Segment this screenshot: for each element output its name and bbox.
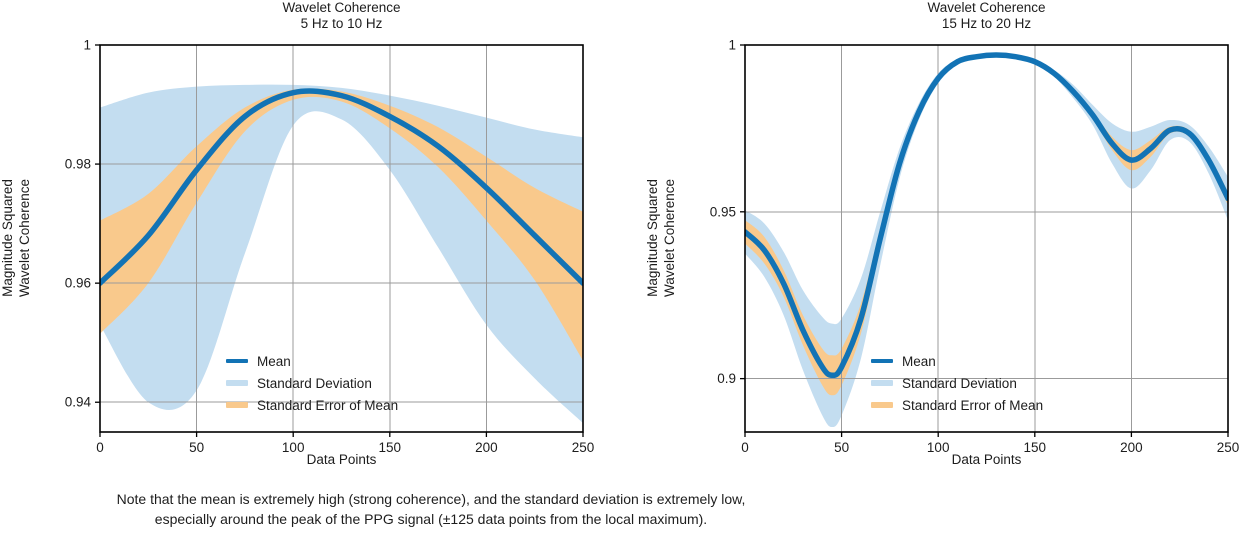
- legend: Mean Standard Deviation Standard Error o…: [871, 350, 1043, 416]
- figure-caption-line1: Note that the mean is extremely high (st…: [116, 491, 746, 507]
- axis-ticks: 0 50 100 150 200 250 0.94 0.96 0.98 1: [65, 38, 595, 456]
- std-error-swatch-icon: [871, 402, 893, 408]
- mean-line-swatch-icon: [871, 359, 893, 363]
- svg-text:0.98: 0.98: [65, 157, 91, 172]
- chart-title-line2: 5 Hz to 10 Hz: [300, 16, 383, 31]
- plot-area: 0 50 100 150 200 250 0.9 0.95 1: [710, 38, 1240, 456]
- legend-label-standard-error: Standard Error of Mean: [902, 397, 1044, 413]
- legend-item-mean: Mean: [226, 350, 398, 372]
- std-deviation-swatch-icon: [226, 380, 248, 386]
- legend-label-mean: Mean: [257, 353, 291, 369]
- svg-text:250: 250: [572, 440, 595, 455]
- std-error-swatch-icon: [226, 402, 248, 408]
- svg-text:200: 200: [1120, 440, 1143, 455]
- chart-title-line2: 15 Hz to 20 Hz: [941, 16, 1032, 31]
- svg-text:50: 50: [189, 440, 204, 455]
- legend-label-standard-deviation: Standard Deviation: [902, 375, 1017, 391]
- svg-text:0.96: 0.96: [65, 276, 91, 291]
- legend-label-mean: Mean: [902, 353, 936, 369]
- legend-item-mean: Mean: [871, 350, 1043, 372]
- std-deviation-swatch-icon: [871, 380, 893, 386]
- svg-text:150: 150: [379, 440, 402, 455]
- legend-label-standard-error: Standard Error of Mean: [257, 397, 399, 413]
- svg-text:0: 0: [741, 440, 749, 455]
- legend: Mean Standard Deviation Standard Error o…: [226, 350, 398, 416]
- x-axis-label: Data Points: [951, 452, 1022, 467]
- svg-text:250: 250: [1217, 440, 1240, 455]
- svg-text:200: 200: [475, 440, 498, 455]
- chart-title-line1: Wavelet Coherence: [927, 0, 1046, 15]
- figure-caption-line2: especially around the peak of the PPG si…: [154, 511, 708, 527]
- chart-wavelet-coherence-5-10hz: Wavelet Coherence 5 Hz to 10 Hz Magnitud…: [0, 0, 620, 480]
- svg-text:0.95: 0.95: [710, 204, 736, 219]
- legend-item-standard-deviation: Standard Deviation: [226, 372, 398, 394]
- legend-item-standard-error: Standard Error of Mean: [226, 394, 398, 416]
- legend-item-standard-error: Standard Error of Mean: [871, 394, 1043, 416]
- mean-line: [745, 52, 1228, 379]
- plot-area: 0 50 100 150 200 250 0.94 0.96 0.98 1: [65, 38, 595, 456]
- svg-text:150: 150: [1024, 440, 1047, 455]
- chart-wavelet-coherence-15-20hz: Wavelet Coherence 15 Hz to 20 Hz Magnitu…: [645, 0, 1241, 480]
- svg-text:1: 1: [83, 38, 91, 53]
- svg-text:0: 0: [96, 440, 104, 455]
- svg-text:1: 1: [728, 38, 736, 53]
- x-axis-label: Data Points: [306, 452, 377, 467]
- svg-text:100: 100: [927, 440, 950, 455]
- plot-border: [744, 44, 1229, 433]
- chart-title-line1: Wavelet Coherence: [282, 0, 401, 15]
- figure-caption: Note that the mean is extremely high (st…: [98, 489, 764, 529]
- chart-title: Wavelet Coherence 5 Hz to 10 Hz: [100, 0, 583, 32]
- mean-line: [100, 88, 583, 286]
- grid: [745, 45, 1228, 432]
- legend-item-standard-deviation: Standard Deviation: [871, 372, 1043, 394]
- chart-title: Wavelet Coherence 15 Hz to 20 Hz: [745, 0, 1228, 32]
- grid: [100, 45, 583, 432]
- axis-ticks: 0 50 100 150 200 250 0.9 0.95 1: [710, 38, 1240, 456]
- svg-text:0.94: 0.94: [65, 395, 92, 410]
- legend-label-standard-deviation: Standard Deviation: [257, 375, 372, 391]
- plot-border: [99, 44, 584, 433]
- mean-line-swatch-icon: [226, 359, 248, 363]
- svg-text:0.9: 0.9: [717, 371, 736, 386]
- svg-text:50: 50: [834, 440, 849, 455]
- svg-text:100: 100: [282, 440, 305, 455]
